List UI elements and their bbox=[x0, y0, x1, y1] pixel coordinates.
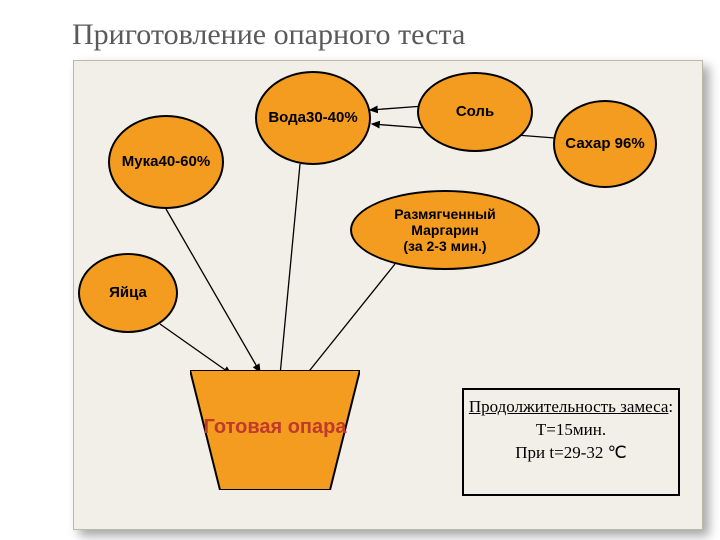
node-flour: Мука40-60% bbox=[108, 115, 224, 209]
funnel: Готовая опара bbox=[190, 370, 360, 490]
info-colon: : bbox=[668, 397, 673, 416]
node-water: Вода30-40% bbox=[255, 71, 371, 165]
node-sugar: Сахар 96% bbox=[553, 100, 657, 188]
node-sugar-label: Сахар 96% bbox=[565, 135, 644, 152]
info-line2: При t=29-32 ℃ bbox=[515, 443, 626, 462]
node-margarine: РазмягченныйМаргарин(за 2-3 мин.) bbox=[350, 190, 540, 270]
node-margarine-label: РазмягченныйМаргарин(за 2-3 мин.) bbox=[394, 206, 495, 254]
info-heading: Продолжительность замеса bbox=[469, 397, 669, 416]
slide-title: Приготовление опарного теста bbox=[72, 18, 465, 52]
node-salt: Соль bbox=[417, 72, 533, 152]
info-line1: Т=15мин. bbox=[536, 420, 606, 439]
slide: Приготовление опарного теста Мука40-60% … bbox=[0, 0, 720, 540]
funnel-label: Готовая опара bbox=[190, 416, 360, 439]
node-water-label: Вода30-40% bbox=[268, 109, 357, 126]
info-box: Продолжительность замеса: Т=15мин. При t… bbox=[462, 388, 680, 496]
node-flour-label: Мука40-60% bbox=[122, 153, 210, 170]
node-eggs-label: Яйца bbox=[109, 284, 147, 301]
node-salt-label: Соль bbox=[456, 103, 494, 120]
node-eggs: Яйца bbox=[78, 253, 178, 333]
